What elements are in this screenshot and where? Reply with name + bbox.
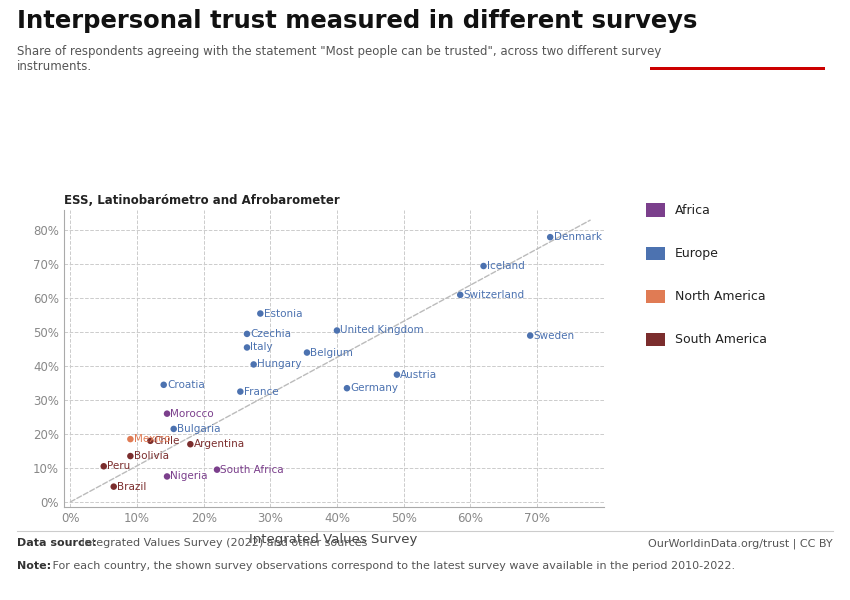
Text: Sweden: Sweden — [534, 331, 575, 341]
Point — [123, 434, 137, 444]
Text: Argentina: Argentina — [194, 439, 245, 449]
Text: Italy: Italy — [251, 343, 273, 352]
Text: ESS, Latinobarómetro and Afrobarometer: ESS, Latinobarómetro and Afrobarometer — [64, 194, 339, 207]
Text: For each country, the shown survey observations correspond to the latest survey : For each country, the shown survey obser… — [49, 561, 735, 571]
Text: Chile: Chile — [154, 436, 180, 446]
Text: Belgium: Belgium — [310, 347, 354, 358]
Text: South America: South America — [675, 333, 767, 346]
Point — [300, 348, 314, 358]
Point — [241, 329, 254, 338]
Point — [210, 465, 224, 475]
Point — [97, 461, 110, 471]
Text: Africa: Africa — [675, 203, 711, 217]
Text: Nigeria: Nigeria — [170, 472, 208, 481]
Text: Germany: Germany — [350, 383, 399, 393]
Text: Europe: Europe — [675, 247, 719, 260]
Text: North America: North America — [675, 290, 766, 303]
Point — [123, 451, 137, 461]
Text: Peru: Peru — [107, 461, 130, 471]
Text: Brazil: Brazil — [117, 482, 146, 491]
Text: Note:: Note: — [17, 561, 51, 571]
Text: Bulgaria: Bulgaria — [177, 424, 220, 434]
Point — [157, 380, 171, 389]
Point — [161, 472, 174, 481]
Point — [234, 387, 247, 397]
Point — [161, 409, 174, 418]
Text: Share of respondents agreeing with the statement "Most people can be trusted", a: Share of respondents agreeing with the s… — [17, 45, 661, 73]
Text: Denmark: Denmark — [553, 232, 602, 242]
Point — [246, 359, 260, 369]
Text: Croatia: Croatia — [167, 380, 205, 390]
Text: Switzerland: Switzerland — [463, 290, 524, 300]
Point — [524, 331, 537, 340]
X-axis label: Integrated Values Survey: Integrated Values Survey — [249, 533, 418, 546]
Text: Bolivia: Bolivia — [133, 451, 168, 461]
Text: South Africa: South Africa — [220, 464, 284, 475]
Point — [144, 436, 157, 446]
Text: Czechia: Czechia — [251, 329, 292, 339]
Text: Morocco: Morocco — [170, 409, 214, 419]
Point — [184, 439, 197, 449]
Text: Austria: Austria — [400, 370, 438, 380]
Text: Estonia: Estonia — [264, 308, 302, 319]
Point — [167, 424, 180, 434]
Point — [107, 482, 121, 491]
Text: United Kingdom: United Kingdom — [340, 325, 424, 335]
Point — [253, 309, 267, 319]
Text: Iceland: Iceland — [487, 261, 524, 271]
Text: Integrated Values Survey (2022) and other sources: Integrated Values Survey (2022) and othe… — [78, 538, 367, 548]
Point — [241, 343, 254, 352]
Point — [453, 290, 467, 299]
Text: France: France — [244, 386, 278, 397]
Text: Interpersonal trust measured in different surveys: Interpersonal trust measured in differen… — [17, 9, 697, 33]
Text: Mexico: Mexico — [133, 434, 170, 444]
Point — [477, 261, 490, 271]
Point — [543, 232, 557, 242]
Point — [340, 383, 354, 393]
Text: Data source:: Data source: — [17, 538, 97, 548]
Point — [390, 370, 404, 379]
Bar — [650, 67, 824, 70]
Point — [330, 326, 343, 335]
Text: Our World
in Data: Our World in Data — [704, 30, 771, 58]
Text: OurWorldinData.org/trust | CC BY: OurWorldinData.org/trust | CC BY — [649, 538, 833, 548]
Text: Hungary: Hungary — [257, 359, 302, 370]
